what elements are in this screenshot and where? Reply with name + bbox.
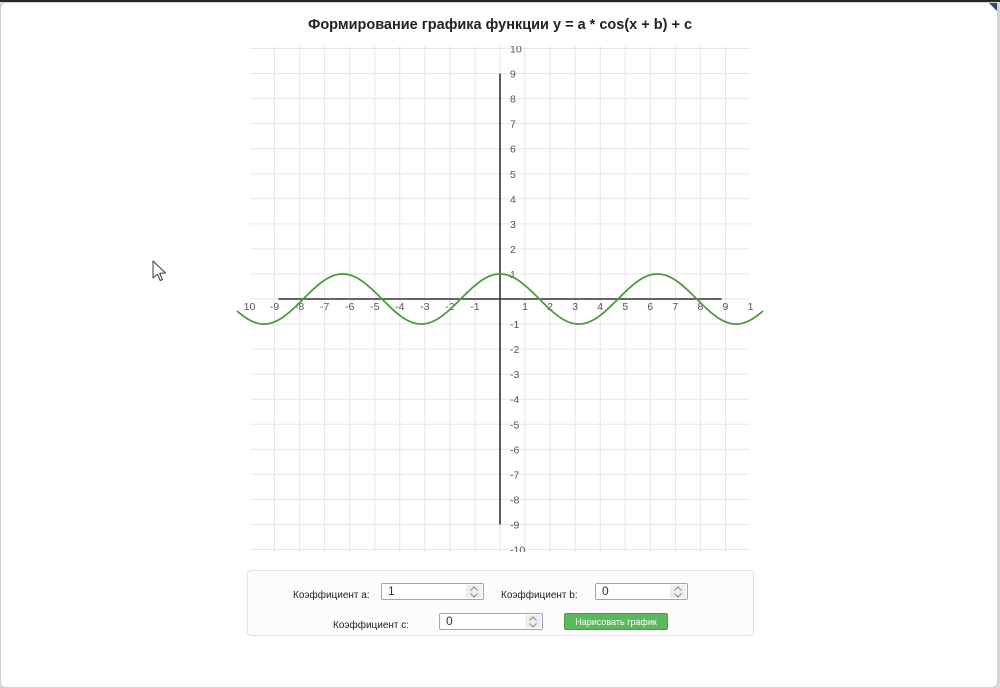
svg-text:9: 9 [510,69,516,81]
svg-text:-7: -7 [510,469,519,481]
svg-text:7: 7 [672,301,678,313]
svg-text:-5: -5 [370,301,379,313]
svg-text:-5: -5 [510,419,519,431]
svg-text:-3: -3 [420,301,429,313]
svg-text:-9: -9 [270,301,279,313]
svg-text:-6: -6 [345,301,354,313]
svg-text:9: 9 [723,301,729,313]
svg-text:-2: -2 [510,344,519,356]
svg-text:-6: -6 [510,444,519,456]
svg-text:4: 4 [597,301,603,313]
svg-text:-3: -3 [510,369,519,381]
svg-text:-4: -4 [395,301,404,313]
svg-text:3: 3 [572,301,578,313]
svg-text:6: 6 [647,301,653,313]
svg-text:1: 1 [522,301,528,313]
svg-text:7: 7 [510,119,516,131]
svg-text:3: 3 [510,219,516,231]
svg-text:10: 10 [244,301,256,313]
svg-text:-4: -4 [510,394,519,406]
svg-text:-9: -9 [510,519,519,531]
svg-text:5: 5 [622,301,628,313]
svg-text:4: 4 [510,194,516,206]
svg-text:6: 6 [510,144,516,156]
svg-text:2: 2 [510,244,516,256]
svg-text:-8: -8 [510,494,519,506]
svg-text:-1: -1 [470,301,479,313]
svg-text:-7: -7 [320,301,329,313]
svg-text:-1: -1 [510,319,519,331]
svg-text:1: 1 [748,301,754,313]
svg-text:8: 8 [510,94,516,106]
svg-text:5: 5 [510,169,516,181]
svg-text:10: 10 [510,44,522,56]
